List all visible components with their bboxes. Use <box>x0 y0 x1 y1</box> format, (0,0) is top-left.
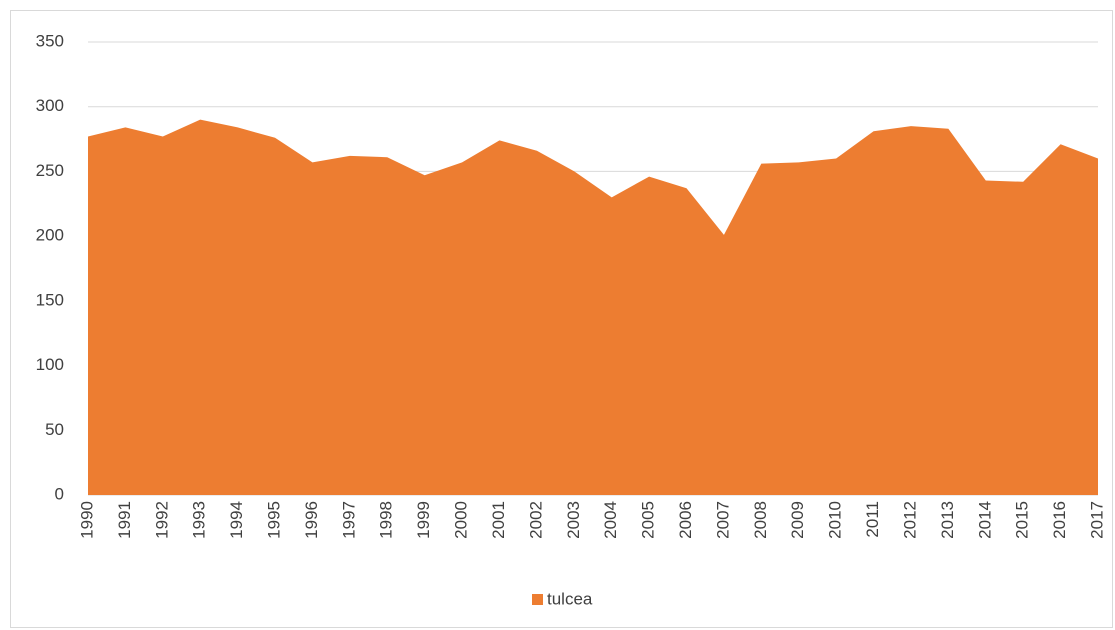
y-tick-label: 100 <box>36 355 64 374</box>
x-tick-label: 1992 <box>152 501 171 539</box>
x-tick-label: 2007 <box>713 501 732 539</box>
x-tick-label: 1996 <box>302 501 321 539</box>
y-tick-label: 300 <box>36 96 64 115</box>
x-tick-label: 2004 <box>601 501 620 539</box>
legend-label: tulcea <box>547 589 593 608</box>
x-tick-label: 2001 <box>489 501 508 539</box>
x-tick-label: 2016 <box>1050 501 1069 539</box>
x-tick-label: 1998 <box>377 501 396 539</box>
x-tick-label: 1995 <box>265 501 284 539</box>
y-tick-label: 200 <box>36 226 64 245</box>
x-tick-label: 1994 <box>227 501 246 539</box>
x-tick-label: 2008 <box>751 501 770 539</box>
x-tick-label: 2005 <box>639 501 658 539</box>
y-tick-label: 150 <box>36 290 64 309</box>
x-tick-label: 2017 <box>1087 501 1106 539</box>
x-tick-label: 2006 <box>676 501 695 539</box>
x-tick-label: 2013 <box>938 501 957 539</box>
x-tick-label: 2002 <box>526 501 545 539</box>
x-tick-label: 2009 <box>788 501 807 539</box>
x-tick-label: 2014 <box>975 501 994 539</box>
x-tick-label: 1999 <box>414 501 433 539</box>
y-tick-label: 0 <box>55 484 64 503</box>
x-tick-label: 2011 <box>863 501 882 538</box>
legend-swatch <box>532 594 543 605</box>
x-tick-label: 1990 <box>77 501 96 539</box>
x-tick-label: 2003 <box>564 501 583 539</box>
y-tick-label: 50 <box>45 420 64 439</box>
x-tick-label: 1993 <box>190 501 209 539</box>
x-tick-label: 2000 <box>452 501 471 539</box>
x-tick-label: 2012 <box>900 501 919 539</box>
x-tick-label: 1997 <box>339 501 358 539</box>
y-tick-label: 250 <box>36 161 64 180</box>
x-tick-label: 2015 <box>1013 501 1032 539</box>
area <box>88 119 1098 496</box>
x-tick-label: 1991 <box>115 501 134 539</box>
x-tick-label: 2010 <box>826 501 845 539</box>
y-tick-label: 350 <box>36 31 64 50</box>
